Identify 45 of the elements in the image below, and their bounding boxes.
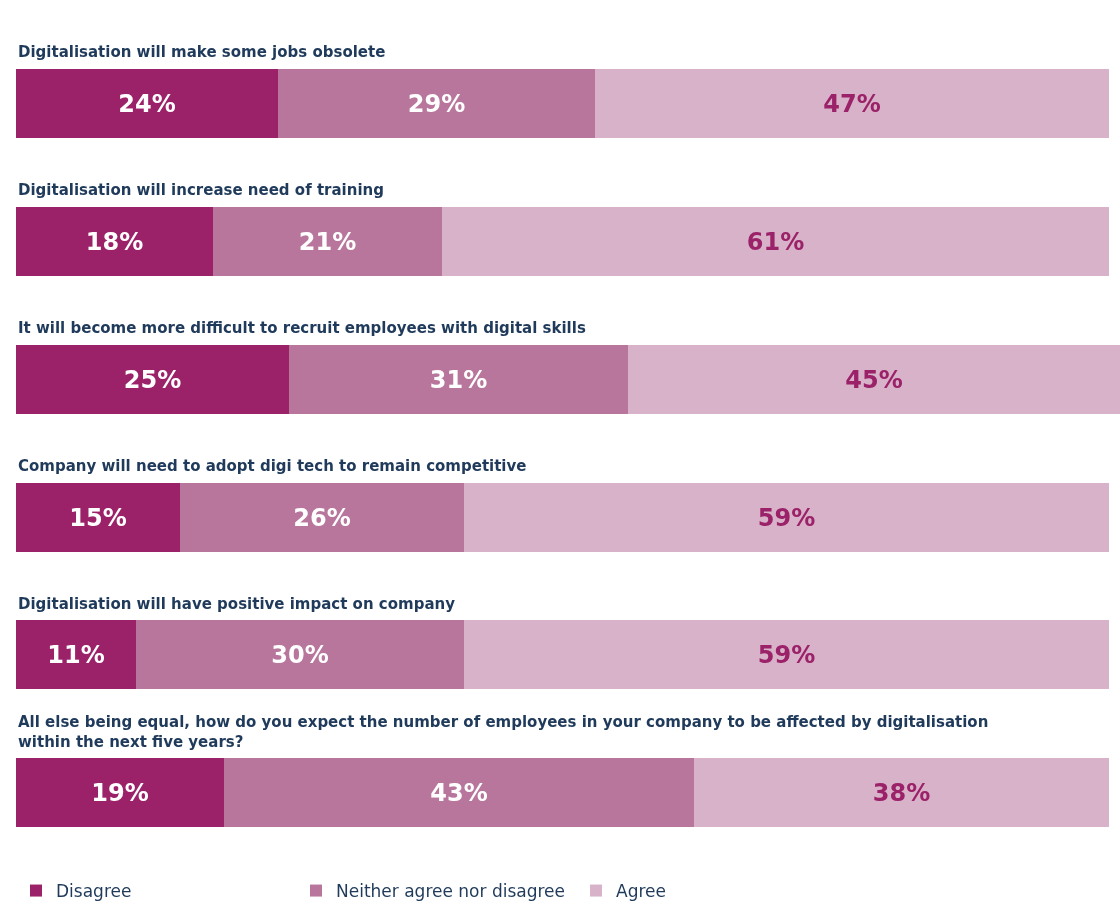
data-label: 59% <box>757 640 816 669</box>
data-label: 15% <box>69 503 127 532</box>
bar <box>464 620 1109 689</box>
legend-label: Agree <box>616 881 666 902</box>
data-label: 24% <box>118 89 176 118</box>
bar <box>136 620 464 689</box>
bar <box>464 483 1109 552</box>
bar <box>224 758 694 827</box>
bar <box>16 69 278 138</box>
bar <box>16 620 136 689</box>
bar <box>278 69 595 138</box>
data-label: 38% <box>872 778 931 807</box>
bar <box>16 345 289 414</box>
data-label: 26% <box>293 503 351 532</box>
bar <box>289 345 628 414</box>
y-tick-label: Company will need to adopt digi tech to remain competitive <box>18 457 527 475</box>
bar <box>16 207 213 276</box>
data-label: 30% <box>271 640 329 669</box>
data-label: 25% <box>123 365 182 394</box>
bar <box>442 207 1109 276</box>
y-tick-label: It will become more difficult to recruit employees with digital skills <box>18 319 586 337</box>
bar <box>595 69 1109 138</box>
data-label: 18% <box>85 227 144 256</box>
data-label: 47% <box>823 89 881 118</box>
data-label: 21% <box>298 227 357 256</box>
data-label: 19% <box>91 778 149 807</box>
bar <box>16 483 180 552</box>
data-label: 61% <box>746 227 805 256</box>
data-label: 45% <box>845 365 903 394</box>
data-label: 31% <box>429 365 488 394</box>
y-tick-label: Digitalisation will make some jobs obsolete <box>18 43 386 61</box>
y-tick-label: Digitalisation will have positive impact on company <box>18 595 456 613</box>
data-label: 29% <box>407 89 466 118</box>
y-tick-label: Digitalisation will increase need of training <box>18 181 384 199</box>
bar <box>694 758 1109 827</box>
bar <box>213 207 442 276</box>
data-label: 43% <box>430 778 488 807</box>
bar <box>16 758 224 827</box>
data-label: 11% <box>47 640 105 669</box>
data-label: 59% <box>757 503 816 532</box>
y-tick-label: All else being equal, how do you expect the number of employees in your company to be affected by digitalisation within the next five years? <box>18 713 989 751</box>
bar <box>628 345 1120 414</box>
legend-label: Disagree <box>56 881 132 902</box>
legend-label: Neither agree nor disagree <box>336 881 566 902</box>
bar <box>180 483 464 552</box>
